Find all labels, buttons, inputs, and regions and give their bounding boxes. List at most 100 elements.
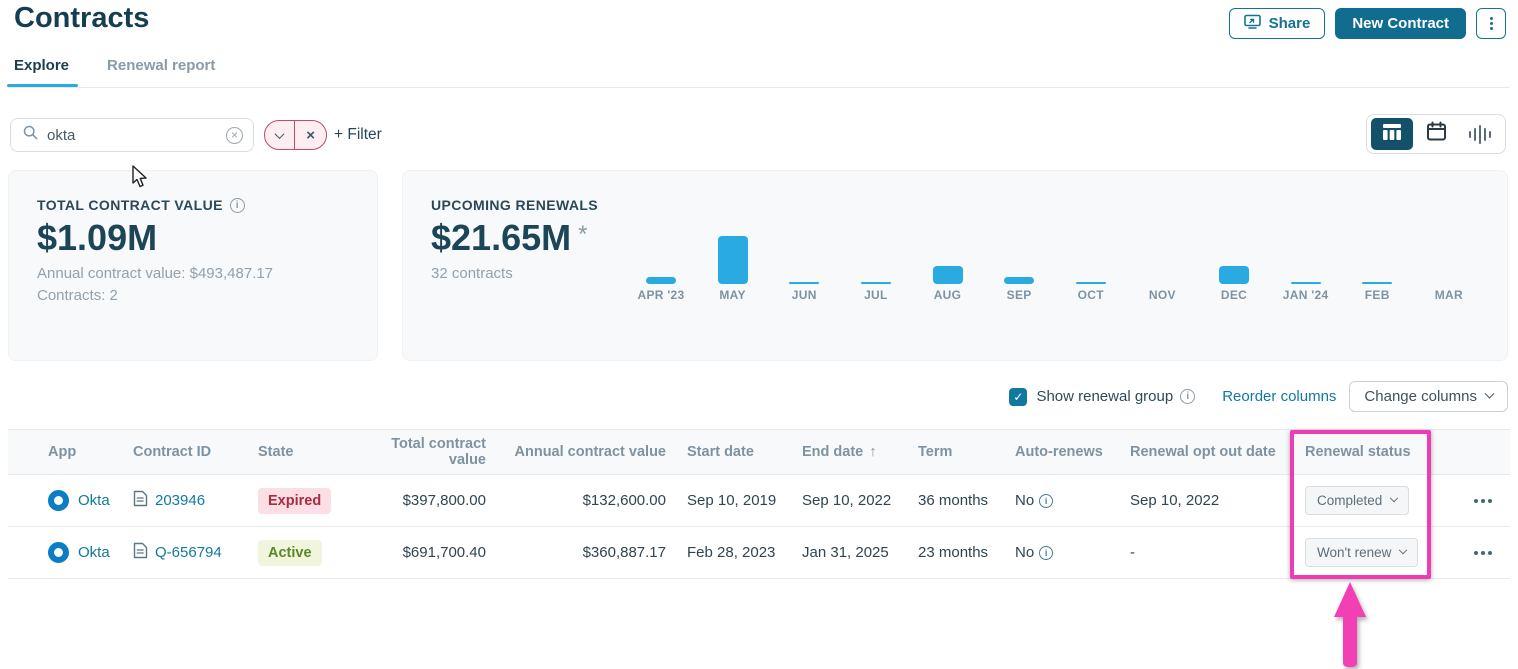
chart-month: OCT [1059,282,1123,302]
column-header[interactable]: Contract ID [133,444,212,460]
app-cell[interactable]: Okta [40,542,133,563]
annual-contract-value-cell: $132,600.00 [582,492,666,509]
table-view-button[interactable] [1371,118,1413,150]
chart-month: MAY [701,236,765,302]
chart-month-label: APR '23 [637,288,685,302]
renewals-bar-chart: APR '23 MAY JUN JUL AUG SEP OCT NOV DEC JAN '24 FE… [629,171,1481,360]
okta-logo-icon [48,542,69,563]
renewal-status-dropdown[interactable]: Completed [1305,486,1410,515]
chevron-down-icon [274,128,285,139]
column-header[interactable]: Term [918,444,953,460]
tcv-annual-line: Annual contract value: $493,487.17 [37,265,377,282]
term-cell: 36 months [918,492,989,509]
change-columns-button[interactable]: Change columns [1349,381,1508,412]
tab-explore[interactable]: Explore [6,57,79,87]
remove-filter-icon[interactable]: × [306,126,316,144]
tab-renewal-report[interactable]: Renewal report [107,57,216,74]
share-button[interactable]: Share [1228,8,1326,39]
info-icon[interactable]: i [229,197,245,213]
column-header[interactable]: Annual contract value [514,444,666,460]
search-box: × [10,118,254,152]
chart-month-label: DEC [1220,288,1248,302]
info-icon[interactable]: i [1039,545,1054,560]
renewals-subtitle: 32 contracts [431,264,513,282]
table-controls: ✓ Show renewal group i Reorder columns C… [1009,381,1508,412]
renewal-status-cell: Completed [1298,486,1438,515]
app-name-link[interactable]: Okta [78,544,110,561]
renewals-asterisk: * [578,221,588,248]
kebab-icon [1489,17,1493,30]
app-cell[interactable]: Okta [40,490,133,511]
more-options-button[interactable] [1476,8,1506,39]
reorder-columns-link[interactable]: Reorder columns [1222,388,1337,405]
contract-id-cell[interactable]: 203946 [133,490,258,511]
share-button-label: Share [1268,15,1311,32]
chart-bar[interactable] [860,282,891,284]
new-contract-button[interactable]: New Contract [1335,8,1466,39]
column-header[interactable]: Start date [687,444,754,460]
chart-bar[interactable] [717,236,748,284]
chart-month: JUL [844,282,908,302]
row-actions-button[interactable] [1438,498,1510,503]
info-icon[interactable]: i [1180,389,1196,404]
share-icon [1243,14,1261,33]
chart-bar[interactable] [1290,282,1321,284]
contracts-table: App Contract ID State Total contract value A… [8,429,1510,579]
chart-bar[interactable] [1219,266,1249,284]
renewals-value: $21.65M * [431,218,1507,258]
chevron-down-icon [1399,545,1408,554]
chart-month: JUN [772,282,836,302]
chart-bar[interactable] [1362,282,1393,284]
chart-bar[interactable] [646,277,676,284]
chart-month-label: JUL [864,288,888,302]
show-renewal-group-checkbox[interactable]: ✓ [1009,387,1028,406]
chart-month: SEP [987,277,1051,302]
chart-month: FEB [1345,282,1409,302]
renewal-status-dropdown[interactable]: Won't renew [1305,538,1419,567]
column-header[interactable]: Renewal opt out date [1130,444,1276,460]
column-header[interactable]: App [48,444,77,460]
contract-id-link[interactable]: 203946 [155,492,206,509]
column-header[interactable]: Auto-renews [1015,444,1103,460]
chart-month: DEC [1202,266,1266,302]
search-input[interactable] [47,126,226,144]
renewals-card-title: UPCOMING RENEWALS [431,197,599,213]
calendar-view-button[interactable] [1415,118,1457,150]
active-filter-chip: × [264,120,328,150]
chart-month-label: MAY [719,288,746,302]
state-badge: Active [258,539,322,566]
contract-id-cell[interactable]: Q-656794 [133,542,258,563]
header-actions: Share New Contract [1228,8,1506,39]
sort-ascending-icon[interactable]: ↑ [869,444,877,460]
chart-month-label: NOV [1148,288,1176,302]
equalizer-icon [1468,124,1492,144]
row-actions-button[interactable] [1438,550,1510,555]
auto-renews-cell: No i [1008,492,1123,509]
column-header[interactable]: Renewal status [1305,444,1411,460]
tcv-annual-label: Annual contract value: [37,264,186,282]
chart-bar[interactable] [789,282,820,284]
okta-logo-icon [48,490,69,511]
app-name-link[interactable]: Okta [78,492,110,509]
table-header-row: App Contract ID State Total contract value A… [8,429,1510,475]
add-filter-button[interactable]: + Filter [334,126,382,143]
chart-bar[interactable] [1075,282,1106,284]
chart-bar[interactable] [932,266,963,284]
renewals-amount: $21.65M [431,217,572,258]
chart-bar[interactable] [1004,277,1035,284]
clear-search-icon[interactable]: × [226,126,243,144]
total-contract-value-cell: $397,800.00 [402,492,486,509]
filter-chip-dropdown[interactable] [265,121,294,149]
timeline-view-button[interactable] [1459,118,1501,150]
info-icon[interactable]: i [1039,493,1054,508]
table-row[interactable]: Okta 203946 Expired $397,800.00 $132,600.00 S… [8,475,1510,527]
total-contract-value-card: TOTAL CONTRACT VALUE i $1.09M Annual con… [8,170,378,361]
tcv-contracts-label: Contracts: [37,286,106,304]
auto-renews-cell: No i [1008,544,1123,561]
table-row[interactable]: Okta Q-656794 Active $691,700.40 $360,887.17… [8,527,1510,579]
column-header[interactable]: Total contract value [391,436,486,468]
column-header[interactable]: State [258,444,294,460]
chart-month-label: SEP [1006,288,1032,302]
column-header[interactable]: End date ↑ [802,444,877,460]
contract-id-link[interactable]: Q-656794 [155,544,222,561]
